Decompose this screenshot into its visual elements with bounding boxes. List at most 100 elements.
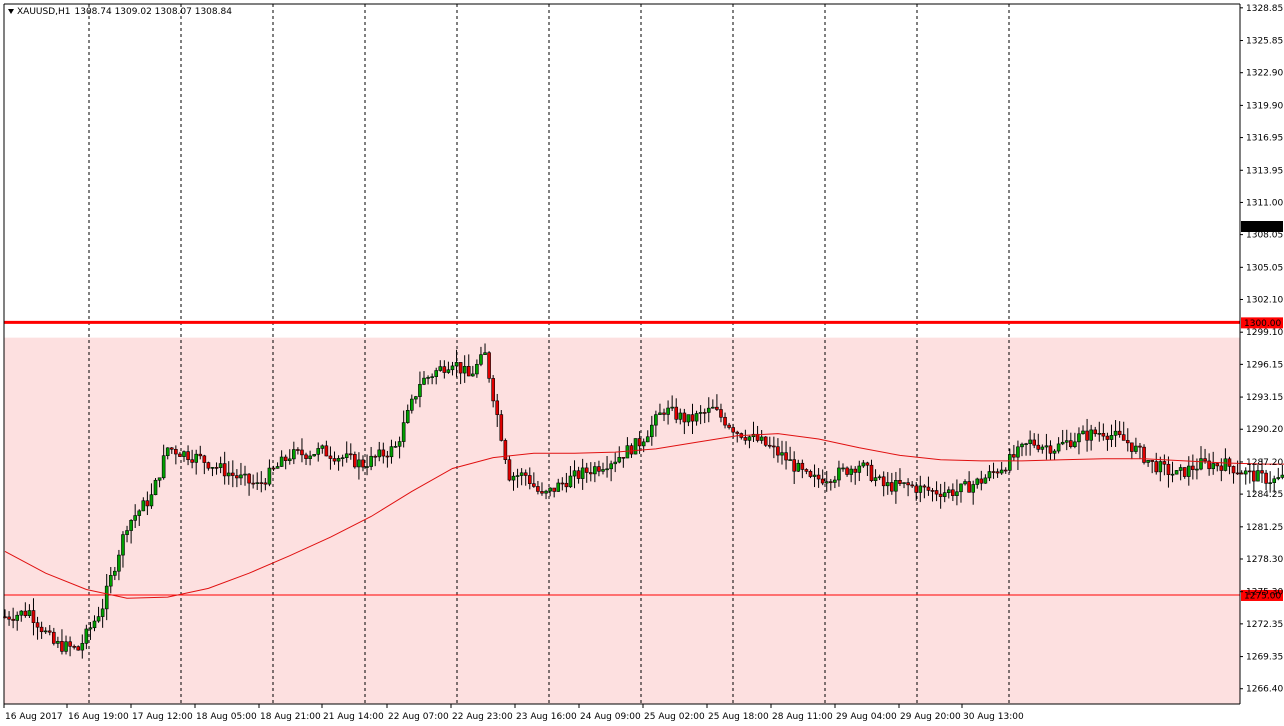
- candle-body[interactable]: [934, 490, 939, 495]
- candle-body[interactable]: [483, 352, 487, 355]
- candle-body[interactable]: [320, 445, 325, 449]
- candle-body[interactable]: [80, 643, 85, 651]
- candle-body[interactable]: [312, 454, 316, 457]
- candle-body[interactable]: [471, 373, 475, 377]
- candle-body[interactable]: [625, 445, 630, 459]
- candle-body[interactable]: [983, 477, 988, 484]
- candle-body[interactable]: [409, 398, 414, 411]
- candle-body[interactable]: [267, 467, 272, 485]
- candle-body[interactable]: [1040, 446, 1045, 450]
- candle-body[interactable]: [247, 473, 251, 484]
- candle-body[interactable]: [576, 470, 581, 479]
- candle-body[interactable]: [165, 447, 170, 457]
- candle-body[interactable]: [1020, 443, 1024, 448]
- candle-body[interactable]: [584, 467, 589, 473]
- candle-body[interactable]: [877, 476, 882, 479]
- candle-body[interactable]: [15, 614, 20, 621]
- candle-body[interactable]: [235, 475, 239, 479]
- candle-body[interactable]: [711, 406, 715, 409]
- candle-body[interactable]: [1223, 458, 1228, 471]
- candle-body[interactable]: [23, 610, 28, 616]
- candle-body[interactable]: [198, 453, 203, 457]
- candle-body[interactable]: [1215, 463, 1220, 467]
- candle-body[interactable]: [182, 451, 186, 457]
- candle-body[interactable]: [674, 406, 679, 420]
- candle-body[interactable]: [1052, 450, 1057, 454]
- candle-body[interactable]: [698, 412, 703, 414]
- candle-body[interactable]: [662, 412, 666, 415]
- candle-body[interactable]: [1264, 472, 1268, 484]
- candle-body[interactable]: [1170, 473, 1175, 476]
- candle-body[interactable]: [1016, 446, 1020, 458]
- candle-body[interactable]: [393, 446, 398, 448]
- candle-body[interactable]: [650, 424, 654, 438]
- candle-body[interactable]: [991, 471, 996, 473]
- candle-body[interactable]: [1024, 443, 1028, 445]
- candle-body[interactable]: [60, 641, 64, 652]
- candle-body[interactable]: [206, 462, 211, 469]
- candle-body[interactable]: [499, 414, 504, 441]
- candle-body[interactable]: [1101, 432, 1106, 437]
- candle-body[interactable]: [532, 483, 536, 487]
- candle-body[interactable]: [645, 436, 650, 443]
- candle-body[interactable]: [1028, 439, 1032, 444]
- candle-body[interactable]: [515, 475, 520, 477]
- candle-body[interactable]: [292, 449, 296, 460]
- candle-body[interactable]: [454, 362, 459, 367]
- candle-body[interactable]: [918, 485, 923, 493]
- candle-body[interactable]: [1260, 470, 1264, 474]
- candle-body[interactable]: [552, 487, 556, 492]
- candle-body[interactable]: [1248, 470, 1252, 473]
- candle-body[interactable]: [845, 467, 849, 475]
- candle-body[interactable]: [414, 396, 418, 400]
- candle-body[interactable]: [857, 465, 862, 473]
- candle-body[interactable]: [186, 451, 190, 460]
- candle-body[interactable]: [820, 478, 825, 484]
- candle-body[interactable]: [222, 463, 227, 477]
- candle-body[interactable]: [987, 471, 992, 479]
- candle-body[interactable]: [446, 369, 451, 373]
- candle-body[interactable]: [296, 449, 300, 451]
- candle-body[interactable]: [495, 400, 500, 415]
- candle-body[interactable]: [283, 456, 288, 461]
- candle-body[interactable]: [458, 362, 463, 374]
- candle-body[interactable]: [108, 575, 113, 587]
- candle-body[interactable]: [979, 478, 984, 484]
- candle-body[interactable]: [259, 482, 264, 484]
- candle-body[interactable]: [715, 406, 719, 410]
- candle-body[interactable]: [27, 610, 32, 616]
- candle-body[interactable]: [816, 474, 821, 480]
- candle-body[interactable]: [389, 446, 394, 458]
- candle-body[interactable]: [885, 482, 890, 487]
- candle-body[interactable]: [137, 510, 142, 516]
- candle-body[interactable]: [47, 630, 52, 633]
- candle-body[interactable]: [161, 455, 166, 479]
- candle-body[interactable]: [263, 482, 268, 485]
- candle-body[interactable]: [271, 467, 276, 470]
- candle-body[interactable]: [902, 482, 906, 484]
- candle-body[interactable]: [1195, 468, 1199, 471]
- candle-body[interactable]: [544, 490, 548, 494]
- candle-body[interactable]: [430, 376, 434, 378]
- candle-body[interactable]: [125, 530, 129, 535]
- candle-body[interactable]: [890, 482, 894, 492]
- candle-body[interactable]: [357, 459, 361, 468]
- candle-body[interactable]: [763, 436, 768, 446]
- candle-body[interactable]: [202, 455, 207, 463]
- candle-body[interactable]: [812, 474, 817, 477]
- candle-body[interactable]: [1130, 442, 1134, 452]
- candle-body[interactable]: [19, 610, 24, 616]
- candle-body[interactable]: [971, 484, 975, 493]
- candle-body[interactable]: [568, 475, 573, 488]
- candle-body[interactable]: [910, 484, 914, 487]
- candle-body[interactable]: [1032, 439, 1037, 446]
- candle-body[interactable]: [153, 479, 158, 496]
- candle-body[interactable]: [210, 467, 215, 469]
- candle-body[interactable]: [1166, 463, 1171, 475]
- candle-body[interactable]: [967, 481, 971, 493]
- candle-body[interactable]: [959, 483, 963, 493]
- candle-body[interactable]: [942, 492, 947, 497]
- candle-body[interactable]: [780, 452, 784, 456]
- candle-body[interactable]: [328, 455, 333, 459]
- candle-body[interactable]: [466, 366, 471, 377]
